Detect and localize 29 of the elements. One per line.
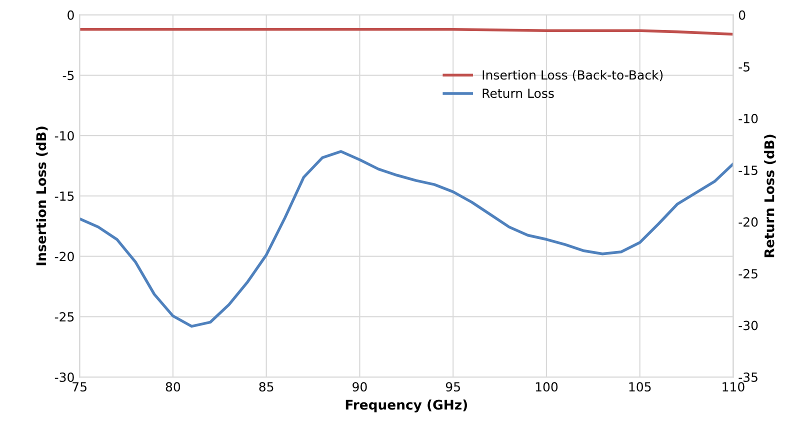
y-tick-label: -15: [54, 192, 74, 201]
x-tick-label: 95: [446, 382, 460, 392]
y-tick-label: -30: [54, 372, 74, 382]
x-axis-title: Frequency (GHz): [346, 400, 467, 412]
x-tick-label: 90: [352, 382, 367, 392]
y2-axis-title: Return Loss (dB): [764, 134, 776, 258]
x-tick-label: 100: [536, 382, 558, 392]
y2-tick-label: -35: [738, 372, 758, 382]
line-series: [80, 150, 734, 328]
y2-tick-label: -15: [738, 166, 758, 176]
y-axis-title: Insertion Loss (dB): [36, 126, 48, 266]
y-tick-label: -5: [62, 70, 74, 80]
y-tick-label: -20: [54, 252, 74, 262]
y2-tick-label: 0: [738, 10, 746, 20]
y-tick-label: -25: [54, 312, 74, 322]
x-tick-label: 80: [166, 382, 180, 392]
y2-tick-label: -20: [738, 217, 758, 227]
x-tick-label: 110: [722, 382, 744, 392]
x-tick-label: 105: [629, 382, 651, 392]
y2-tick-label: -30: [738, 320, 758, 330]
y2-tick-label: -5: [738, 62, 750, 72]
x-tick-label: 75: [72, 382, 86, 392]
y2-tick-label: -10: [738, 114, 758, 124]
x-tick-label: 85: [259, 382, 274, 392]
legend-label: Insertion Loss (Back-to-Back): [482, 70, 663, 82]
legend-label: Return Loss: [482, 88, 554, 98]
y2-tick-label: -25: [738, 269, 758, 278]
y-tick-label: -10: [54, 131, 74, 141]
y-tick-label: 0: [68, 10, 74, 20]
